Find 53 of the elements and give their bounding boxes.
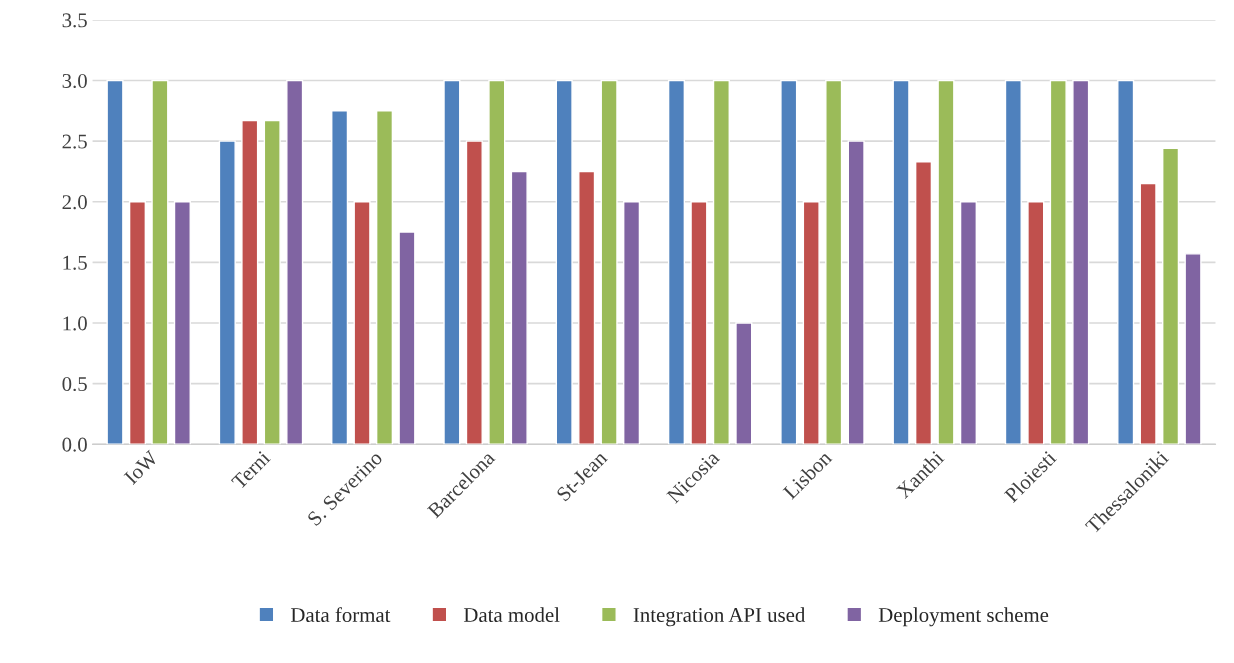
bar [1139, 182, 1157, 445]
bar [465, 140, 483, 445]
bar [1027, 201, 1045, 445]
y-tick-label: 1.5 [63, 255, 87, 270]
bar [690, 201, 708, 445]
y-tick-label: 1.0 [63, 316, 87, 331]
y-tick-label: 2.5 [62, 134, 87, 149]
bar [600, 79, 618, 445]
bar [331, 110, 349, 445]
bar [263, 119, 281, 445]
legend-label: Integration API used [633, 607, 806, 627]
bar [218, 140, 236, 445]
bar [1072, 79, 1090, 445]
bar [375, 110, 394, 445]
bar [667, 79, 686, 445]
bar [914, 161, 933, 445]
bar [443, 79, 461, 445]
y-tick-label: 0.0 [62, 437, 87, 452]
bar [353, 201, 371, 445]
bar [712, 79, 730, 445]
legend-label: Data model [463, 607, 560, 623]
bar [623, 201, 641, 445]
bar [128, 201, 147, 445]
bar [510, 170, 528, 445]
legend-label: Data format [290, 607, 391, 623]
y-tick-label: 0.5 [62, 376, 87, 392]
bar [488, 79, 506, 445]
bar [1049, 79, 1067, 445]
bar [847, 140, 865, 445]
bar [780, 79, 798, 445]
bar [555, 79, 573, 445]
y-tick-label: 3.0 [62, 73, 87, 89]
bar [735, 322, 753, 445]
bar [937, 79, 955, 445]
legend-label: Deployment scheme [878, 607, 1049, 627]
bar [173, 201, 191, 445]
y-tick-label: 3.5 [62, 13, 87, 28]
bar [398, 231, 416, 445]
bar [825, 79, 843, 445]
bar [1117, 79, 1135, 445]
bar [1162, 147, 1180, 445]
bar [1004, 79, 1022, 445]
bar [959, 201, 977, 445]
bar [892, 79, 910, 445]
bar [286, 79, 304, 445]
y-tick-label: 2.0 [62, 195, 87, 210]
bar [802, 201, 820, 445]
x-tick-label: IoW [123, 449, 160, 486]
bar [1184, 253, 1202, 445]
bar [241, 119, 259, 445]
bar [106, 79, 124, 445]
bar [578, 170, 596, 445]
bar [151, 79, 169, 445]
